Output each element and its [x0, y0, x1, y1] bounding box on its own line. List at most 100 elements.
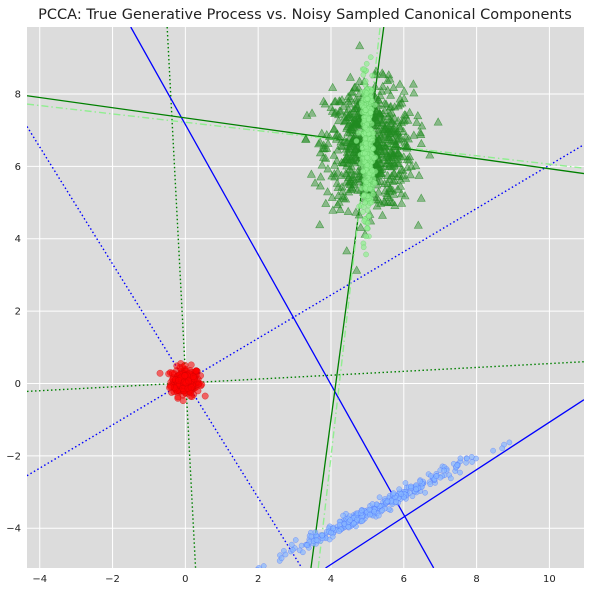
- circle-point: [181, 372, 189, 380]
- cluster-ellipse-band-3: [254, 439, 513, 568]
- circle-point: [173, 362, 181, 370]
- circle-point: [156, 369, 164, 377]
- band-point: [354, 516, 360, 523]
- band-point: [427, 481, 434, 488]
- triangle-point: [310, 178, 320, 187]
- triangle-point: [433, 117, 443, 126]
- circle-point: [187, 383, 195, 391]
- triangle-point: [327, 106, 337, 115]
- data-layer: [27, 27, 584, 568]
- triangle-point: [307, 108, 317, 117]
- band-point: [362, 135, 369, 142]
- triangle-point: [323, 187, 333, 196]
- triangle-point: [356, 222, 366, 231]
- line-blue-dotted-1: [27, 126, 303, 568]
- band-point: [260, 563, 267, 568]
- triangle-point: [380, 197, 390, 206]
- band-point: [448, 475, 454, 482]
- band-point: [371, 155, 378, 161]
- triangle-point: [316, 172, 326, 181]
- triangle-point: [397, 198, 407, 207]
- triangle-point: [330, 160, 340, 169]
- triangle-point: [399, 86, 409, 95]
- chart-title: PCCA: True Generative Process vs. Noisy …: [38, 7, 572, 23]
- band-point: [409, 493, 416, 500]
- triangle-point: [383, 111, 393, 120]
- band-point: [347, 517, 354, 524]
- band-point: [313, 537, 320, 544]
- triangle-point: [345, 155, 355, 164]
- triangle-point: [371, 66, 381, 75]
- triangle-point: [335, 204, 345, 214]
- triangle-point: [330, 97, 340, 106]
- band-point: [292, 537, 299, 543]
- circle-point: [189, 373, 197, 381]
- triangle-point: [321, 153, 331, 162]
- circle-point: [187, 361, 195, 369]
- triangle-point: [394, 121, 404, 130]
- band-point: [490, 447, 496, 454]
- band-point: [368, 199, 375, 206]
- triangle-point: [354, 210, 364, 219]
- band-point: [304, 542, 311, 548]
- triangle-point: [328, 82, 338, 91]
- triangle-point: [385, 184, 395, 193]
- x-tick-label: 6: [401, 574, 407, 585]
- triangle-point: [396, 181, 406, 190]
- triangle-point: [321, 198, 331, 207]
- triangle-point: [412, 117, 422, 126]
- triangle-point: [317, 128, 327, 137]
- circle-point: [167, 383, 174, 391]
- triangle-point: [346, 93, 356, 103]
- triangle-point: [396, 175, 406, 184]
- band-point: [358, 507, 365, 514]
- circle-point: [197, 372, 204, 380]
- triangle-point: [329, 169, 339, 178]
- band-point: [369, 167, 376, 174]
- band-point: [360, 209, 366, 215]
- triangle-point: [347, 182, 357, 191]
- circle-point: [192, 367, 200, 375]
- triangle-point: [327, 192, 337, 201]
- band-point: [363, 60, 370, 67]
- triangle-point: [402, 162, 412, 172]
- triangle-point: [389, 127, 399, 136]
- triangle-point: [377, 164, 387, 173]
- band-point: [390, 490, 397, 496]
- band-point: [454, 462, 461, 468]
- triangle-point: [301, 134, 311, 143]
- triangle-point: [330, 108, 340, 117]
- band-point: [362, 107, 369, 113]
- x-tick-label: 8: [473, 574, 479, 585]
- band-point: [358, 518, 365, 525]
- line-green-dotted-2: [27, 361, 584, 393]
- triangle-point: [336, 170, 346, 179]
- triangle-point: [425, 150, 435, 159]
- band-point: [341, 520, 348, 527]
- triangle-point: [376, 131, 386, 140]
- triangle-point: [306, 169, 316, 178]
- triangle-point: [393, 155, 403, 164]
- triangle-point: [342, 246, 352, 255]
- y-tick-label: 2: [15, 307, 21, 318]
- band-point: [413, 486, 419, 492]
- band-point: [364, 154, 370, 161]
- band-point: [355, 130, 362, 136]
- triangle-point: [414, 170, 424, 179]
- triangle-point: [338, 186, 348, 195]
- triangle-point: [327, 171, 337, 180]
- triangle-point: [339, 101, 349, 110]
- band-point: [417, 478, 423, 485]
- band-point: [353, 138, 360, 144]
- band-point: [364, 162, 371, 169]
- band-point: [308, 533, 315, 540]
- x-tick-label: 10: [543, 574, 556, 585]
- line-green-solid-6: [27, 95, 584, 175]
- triangle-point: [338, 192, 348, 201]
- triangle-point: [405, 170, 415, 179]
- triangle-point: [383, 85, 393, 94]
- band-point: [363, 233, 369, 240]
- triangle-point: [372, 106, 382, 115]
- triangle-point: [319, 152, 329, 161]
- triangle-point: [332, 178, 342, 187]
